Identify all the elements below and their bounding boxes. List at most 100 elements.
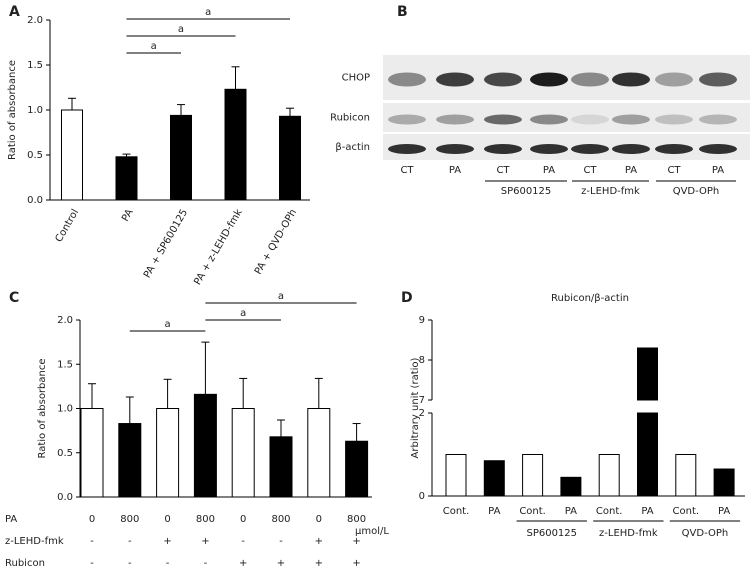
blot-band bbox=[530, 144, 568, 154]
bar bbox=[115, 156, 138, 201]
blot-band bbox=[436, 72, 474, 87]
bar bbox=[156, 408, 180, 498]
lane-label: CT bbox=[496, 165, 510, 176]
y-tick-label: 8 bbox=[419, 355, 425, 366]
significance-label: a bbox=[240, 308, 246, 319]
lane-label: PA bbox=[625, 165, 637, 176]
blot-row-label: Rubicon bbox=[330, 113, 370, 124]
significance-label: a bbox=[165, 319, 171, 330]
condition-value: 800 bbox=[271, 514, 290, 525]
blot-row-label: CHOP bbox=[342, 73, 370, 84]
y-tick-label: 0.5 bbox=[57, 448, 73, 459]
blot-band bbox=[530, 114, 568, 125]
bar bbox=[675, 454, 697, 497]
x-tick-label: PA bbox=[718, 506, 730, 517]
group-label: QVD-OPh bbox=[682, 528, 729, 539]
x-tick-label: PA + SP600125 bbox=[142, 208, 190, 281]
y-tick-label: 2.0 bbox=[57, 315, 73, 326]
condition-value: 0 bbox=[164, 514, 170, 525]
condition-value: 0 bbox=[89, 514, 95, 525]
blot-band bbox=[655, 114, 693, 125]
x-tick-label: PA + QVD-OPh bbox=[253, 208, 299, 277]
condition-value: - bbox=[128, 536, 132, 547]
significance-label: a bbox=[178, 24, 184, 35]
group-label: z-LEHD-fmk bbox=[581, 186, 640, 197]
blot-band bbox=[530, 72, 568, 87]
lane-label: CT bbox=[400, 165, 414, 176]
blot-band bbox=[388, 72, 426, 87]
x-tick-label: PA bbox=[120, 207, 136, 223]
bar bbox=[80, 408, 104, 498]
blot-band bbox=[571, 144, 609, 154]
blot-band bbox=[612, 114, 650, 125]
blot-row-label: β-actin bbox=[335, 142, 370, 153]
bar bbox=[193, 393, 217, 498]
y-tick-label: 2.0 bbox=[27, 15, 43, 26]
panel-label: B bbox=[397, 4, 408, 20]
y-tick-label: 0 bbox=[419, 491, 425, 502]
panel-label: C bbox=[9, 290, 19, 306]
blot-band bbox=[484, 144, 522, 154]
condition-value: - bbox=[279, 536, 283, 547]
bar bbox=[118, 423, 142, 498]
group-label: SP600125 bbox=[526, 528, 577, 539]
chart-title: Rubicon/β-actin bbox=[551, 293, 629, 304]
bar bbox=[637, 347, 658, 497]
x-tick-label: Cont. bbox=[519, 506, 546, 517]
condition-value: + bbox=[352, 558, 360, 569]
condition-value: 800 bbox=[120, 514, 139, 525]
lane-label: PA bbox=[449, 165, 461, 176]
y-tick-label: 0.0 bbox=[57, 492, 73, 503]
condition-value: - bbox=[166, 558, 170, 569]
y-tick-label: 1.5 bbox=[57, 359, 73, 370]
bar bbox=[307, 408, 331, 498]
bar bbox=[345, 440, 369, 498]
y-tick-label: 2 bbox=[419, 408, 425, 419]
condition-value: + bbox=[239, 558, 247, 569]
bar bbox=[522, 454, 544, 497]
condition-value: 800 bbox=[196, 514, 215, 525]
bar bbox=[224, 88, 247, 201]
bar bbox=[170, 114, 192, 201]
bar bbox=[269, 436, 293, 498]
panel-label: A bbox=[9, 4, 20, 20]
y-tick-label: 1.0 bbox=[57, 404, 73, 415]
panel-label: D bbox=[401, 290, 413, 306]
condition-value: - bbox=[90, 536, 94, 547]
blot-band bbox=[388, 144, 426, 154]
x-tick-label: PA bbox=[565, 506, 577, 517]
x-tick-label: Cont. bbox=[443, 506, 470, 517]
condition-value: + bbox=[201, 536, 209, 547]
condition-value: 0 bbox=[316, 514, 322, 525]
condition-value: + bbox=[352, 536, 360, 547]
blot-band bbox=[571, 114, 609, 125]
blot-band bbox=[699, 144, 737, 154]
bar bbox=[279, 115, 301, 201]
y-tick-label: 1.0 bbox=[27, 105, 43, 116]
significance-label: a bbox=[278, 291, 284, 302]
condition-unit: µmol/L bbox=[355, 526, 389, 537]
lane-label: PA bbox=[712, 165, 724, 176]
significance-label: a bbox=[205, 7, 211, 18]
condition-value: 800 bbox=[347, 514, 366, 525]
blot-band bbox=[655, 144, 693, 154]
x-tick-label: PA + z-LEHD-fmk bbox=[192, 207, 244, 287]
lane-label: CT bbox=[583, 165, 597, 176]
y-tick-label: 0.0 bbox=[27, 195, 43, 206]
x-tick-label: PA bbox=[641, 506, 653, 517]
condition-label: Rubicon bbox=[5, 558, 45, 569]
y-axis-label: Arbitrary unit (ratio) bbox=[410, 357, 421, 458]
blot-band bbox=[655, 72, 693, 87]
blot-band bbox=[388, 114, 426, 125]
bar bbox=[560, 476, 582, 497]
blot-band bbox=[612, 72, 650, 87]
condition-value: + bbox=[315, 558, 323, 569]
blot-band bbox=[699, 72, 737, 87]
x-tick-label: Cont. bbox=[673, 506, 700, 517]
y-tick-label: 1.5 bbox=[27, 60, 43, 71]
y-tick-label: 9 bbox=[419, 315, 425, 326]
blot-band bbox=[436, 144, 474, 154]
bar bbox=[231, 408, 255, 498]
condition-label: PA bbox=[5, 514, 17, 525]
blot-band bbox=[612, 144, 650, 154]
